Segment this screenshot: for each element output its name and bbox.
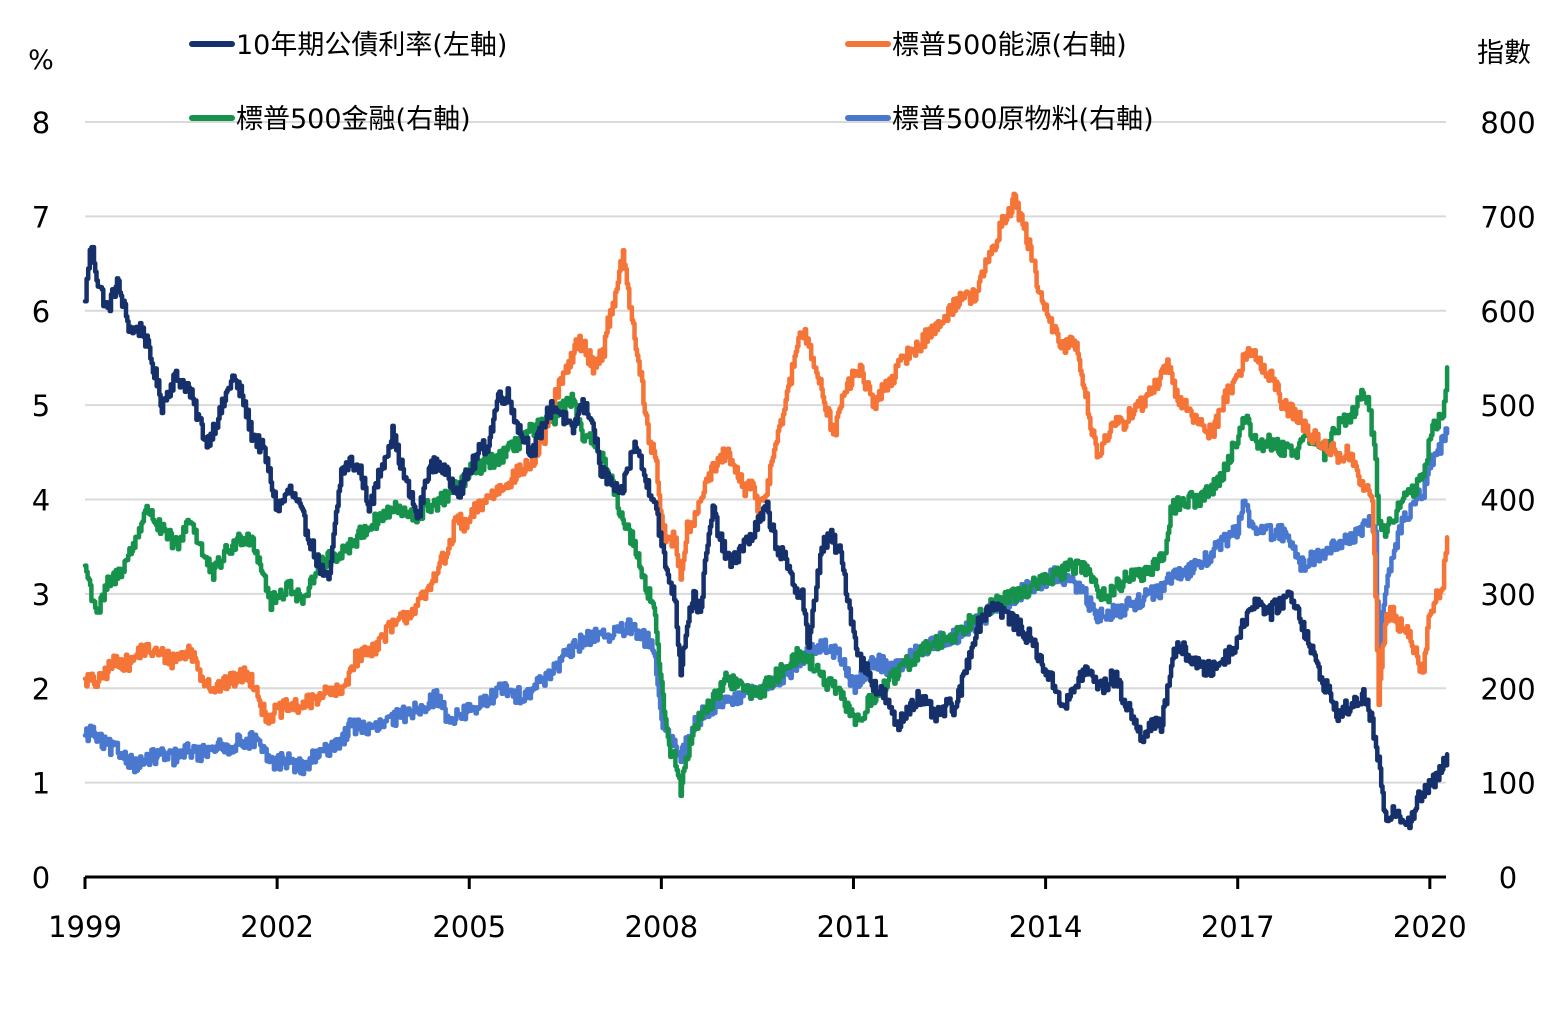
y-right-unit-label: 指數 [1477, 38, 1531, 69]
x-tick-label: 2005 [432, 910, 506, 944]
y-right-tick-label: 0 [1499, 861, 1517, 895]
x-tick-label: 2020 [1393, 910, 1467, 944]
x-axis: 1999 2002 2005 2008 2011 2014 2017 2020 [48, 875, 1467, 944]
x-tick-label: 2017 [1201, 910, 1275, 944]
legend-item: 標普500金融(右軸) [189, 104, 471, 135]
y-right-tick-label: 200 [1480, 672, 1535, 706]
y-right-tick-label: 700 [1480, 200, 1535, 234]
series-line-1 [82, 191, 1450, 726]
y-left-tick-label: 6 [32, 295, 50, 329]
y-left-tick-label: 0 [32, 861, 50, 895]
y-left-tick-label: 3 [32, 578, 50, 612]
y-right-tick-label: 300 [1480, 578, 1535, 612]
x-tick-label: 2002 [240, 910, 314, 944]
y-left-tick-label: 5 [32, 389, 50, 423]
legend-item: 標普500原物料(右軸) [845, 104, 1154, 135]
y-left-tick-label: 4 [32, 484, 50, 518]
gridlines [85, 121, 1446, 784]
legend-label: 標普500原物料(右軸) [892, 104, 1154, 135]
y-right-tick-label: 500 [1480, 389, 1535, 423]
series-layer [82, 191, 1450, 831]
x-tick-label: 2011 [817, 910, 891, 944]
y-left-tick-label: 8 [32, 106, 50, 140]
x-tick-label: 1999 [48, 910, 122, 944]
legend-item: 標普500能源(右軸) [845, 30, 1127, 61]
y-left-tick-label: 7 [32, 200, 50, 234]
series-line-2 [82, 365, 1450, 799]
y-left-axis: 0 1 2 3 4 5 6 7 8 [32, 106, 50, 895]
y-right-tick-label: 600 [1480, 295, 1535, 329]
x-tick-label: 2008 [624, 910, 698, 944]
y-right-tick-label: 800 [1480, 106, 1535, 140]
y-right-axis: 0 100 200 300 400 500 600 700 800 [1480, 106, 1535, 895]
legend: 10年期公債利率(左軸) 標普500能源(右軸) 標普500金融(右軸) 標普500原… [189, 30, 1154, 135]
legend-label: 標普500能源(右軸) [892, 30, 1127, 61]
y-left-unit-label: % [28, 45, 54, 76]
legend-item: 10年期公債利率(左軸) [189, 30, 507, 61]
legend-label: 標普500金融(右軸) [236, 104, 471, 135]
y-left-tick-label: 1 [32, 767, 50, 801]
y-left-tick-label: 2 [32, 672, 50, 706]
y-right-tick-label: 400 [1480, 484, 1535, 518]
x-tick-label: 2014 [1009, 910, 1083, 944]
series-line-0 [82, 244, 1450, 831]
y-right-tick-label: 100 [1480, 767, 1535, 801]
legend-label: 10年期公債利率(左軸) [236, 30, 507, 61]
